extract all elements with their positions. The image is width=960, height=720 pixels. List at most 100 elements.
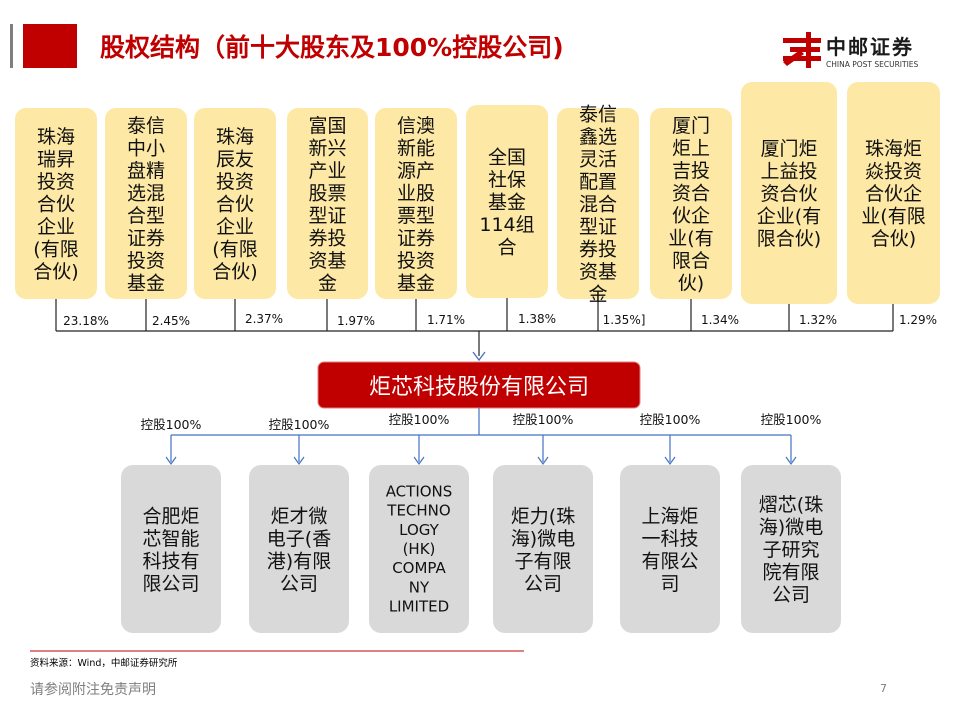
header-bar-gray — [10, 24, 13, 68]
shareholder-box-bg — [466, 105, 548, 298]
shareholder-name-line: 基金 — [488, 192, 526, 214]
shareholder-name-line: 合伙) — [33, 261, 78, 283]
shareholder-name-line: 全国 — [488, 147, 526, 169]
subsidiary-box-bg — [121, 465, 221, 633]
subsidiary-name-line: 院有限 — [762, 562, 819, 584]
shareholding-pct: 1.32% — [799, 313, 837, 327]
subsidiary-name-line: ACTIONS — [386, 482, 453, 500]
subsidiary-name-line: 一科技 — [641, 528, 698, 550]
subsidiary-row: 合肥炬芯智能科技有限公司炬才微电子(香港)有限公司ACTIONSTECHNOLO… — [121, 465, 841, 633]
shareholder-name-line: 珠海炬 — [865, 138, 922, 160]
shareholder-name-line: 珠海 — [37, 126, 75, 148]
shareholder-name-line: 限合 — [672, 250, 710, 272]
shareholder-name-line: (有限 — [212, 239, 257, 261]
shareholder-name-line: 配置 — [579, 171, 617, 193]
shareholder-name-line: 金 — [588, 284, 607, 306]
company-name: 炬芯科技股份有限公司 — [369, 375, 589, 400]
shareholder-name-line: 产业 — [308, 160, 346, 182]
shareholder-name-line: 投资 — [37, 171, 75, 193]
shareholding-pct: 23.18% — [63, 314, 109, 328]
shareholder-box-bg — [847, 82, 940, 304]
subsidiary-name-line: 海)微电 — [759, 517, 823, 539]
shareholder-name-line: 证券 — [127, 227, 165, 249]
arrow-down-icon — [472, 351, 486, 362]
shareholder-name-line: 资基 — [579, 261, 617, 283]
shareholder-box-bg — [375, 108, 457, 299]
logo-mark-icon — [783, 32, 821, 68]
shareholder-name-line: 辰友 — [216, 149, 254, 171]
subsidiary-name-line: LIMITED — [389, 598, 449, 616]
shareholder-name-line: 新兴 — [308, 137, 346, 159]
arrow-down-icon — [293, 456, 305, 466]
subsidiary-name-line: 上海炬 — [641, 505, 698, 527]
holding-label: 控股100% — [269, 417, 330, 432]
subsidiary-name-line: 公司 — [772, 584, 810, 606]
holding-label: 控股100% — [389, 412, 450, 427]
shareholder-name-line: 投资 — [397, 250, 435, 272]
subsidiary-name-line: 科技有 — [142, 550, 199, 572]
shareholder-name-line: 证券 — [397, 227, 435, 249]
shareholding-pct: 1.71% — [427, 313, 465, 327]
shareholder-name-line: 伙) — [678, 272, 704, 294]
shareholder-name-line: 业(有 — [668, 227, 713, 249]
arrow-down-icon — [537, 456, 549, 466]
shareholder-name-line: 泰信 — [579, 104, 617, 126]
shareholder-name-line: 合伙 — [37, 194, 75, 216]
shareholder-name-line: 券投 — [579, 239, 617, 261]
holding-label: 控股100% — [640, 412, 701, 427]
shareholder-name-line: 型证 — [579, 216, 617, 238]
subsidiary-name-line: (HK) — [403, 540, 436, 558]
logo-en: CHINA POST SECURITIES — [826, 60, 919, 69]
china-post-logo: 中邮证券 CHINA POST SECURITIES — [783, 32, 919, 69]
shareholder-name-line: 社保 — [488, 169, 526, 191]
subsidiary-name-line: 港)有限 — [267, 550, 331, 572]
shareholder-name-line: 114组 — [479, 214, 534, 236]
subsidiary-name-line: 炬才微 — [270, 505, 327, 527]
shareholder-name-line: 资基 — [308, 250, 346, 272]
subsidiary-box-bg — [741, 465, 841, 633]
shareholder-name-line: 合伙 — [216, 194, 254, 216]
shareholding-pct: 2.45% — [152, 314, 190, 328]
shareholder-name-line: 灵活 — [579, 149, 617, 171]
shareholder-name-line: 企业 — [216, 216, 254, 238]
subsidiary-name-line: 司 — [660, 573, 679, 595]
subsidiary-name-line: 子有限 — [514, 550, 571, 572]
shareholder-name-line: 信澳 — [397, 115, 435, 137]
subsidiary-box-bg — [369, 465, 469, 633]
subsidiary-box-bg — [620, 465, 720, 633]
shareholder-name-line: 中小 — [127, 137, 165, 159]
subsidiary-name-line: 合肥炬 — [142, 505, 199, 527]
holding-label: 控股100% — [513, 412, 574, 427]
subsidiary-name-line: 芯智能 — [142, 528, 199, 550]
shareholder-name-line: (有限 — [33, 239, 78, 261]
shareholder-box-bg — [741, 82, 837, 304]
subsidiary-name-line: 海)微电 — [511, 528, 575, 550]
shareholder-box-bg — [15, 108, 97, 299]
shareholder-box-bg — [557, 108, 639, 299]
shareholder-name-line: 合型 — [127, 205, 165, 227]
shareholder-name-line: 选混 — [127, 182, 165, 204]
shareholder-name-line: 合伙) — [212, 261, 257, 283]
shareholder-name-line: 厦门炬 — [760, 138, 817, 160]
shareholder-box-bg — [105, 108, 187, 299]
shareholder-name-line: 合 — [497, 237, 516, 259]
subsidiary-name-line: TECHNO — [386, 502, 450, 520]
shareholder-name-line: 型证 — [308, 205, 346, 227]
subsidiary-name-line: NY — [409, 578, 430, 596]
subsidiary-name-line: 公司 — [280, 573, 318, 595]
subsidiary-name-line: 电子(香 — [267, 528, 331, 550]
shareholder-name-line: 股票 — [308, 182, 346, 204]
shareholder-name-line: 合伙) — [871, 228, 916, 250]
disclaimer: 请参阅附注免责声明 — [30, 681, 156, 698]
shareholder-name-line: 新能 — [397, 137, 435, 159]
shareholder-connectors — [55, 298, 894, 362]
arrow-down-icon — [785, 456, 797, 466]
arrow-down-icon — [664, 456, 676, 466]
shareholder-name-line: 企业(有 — [757, 206, 821, 228]
shareholder-name-line: 吉投 — [672, 160, 710, 182]
